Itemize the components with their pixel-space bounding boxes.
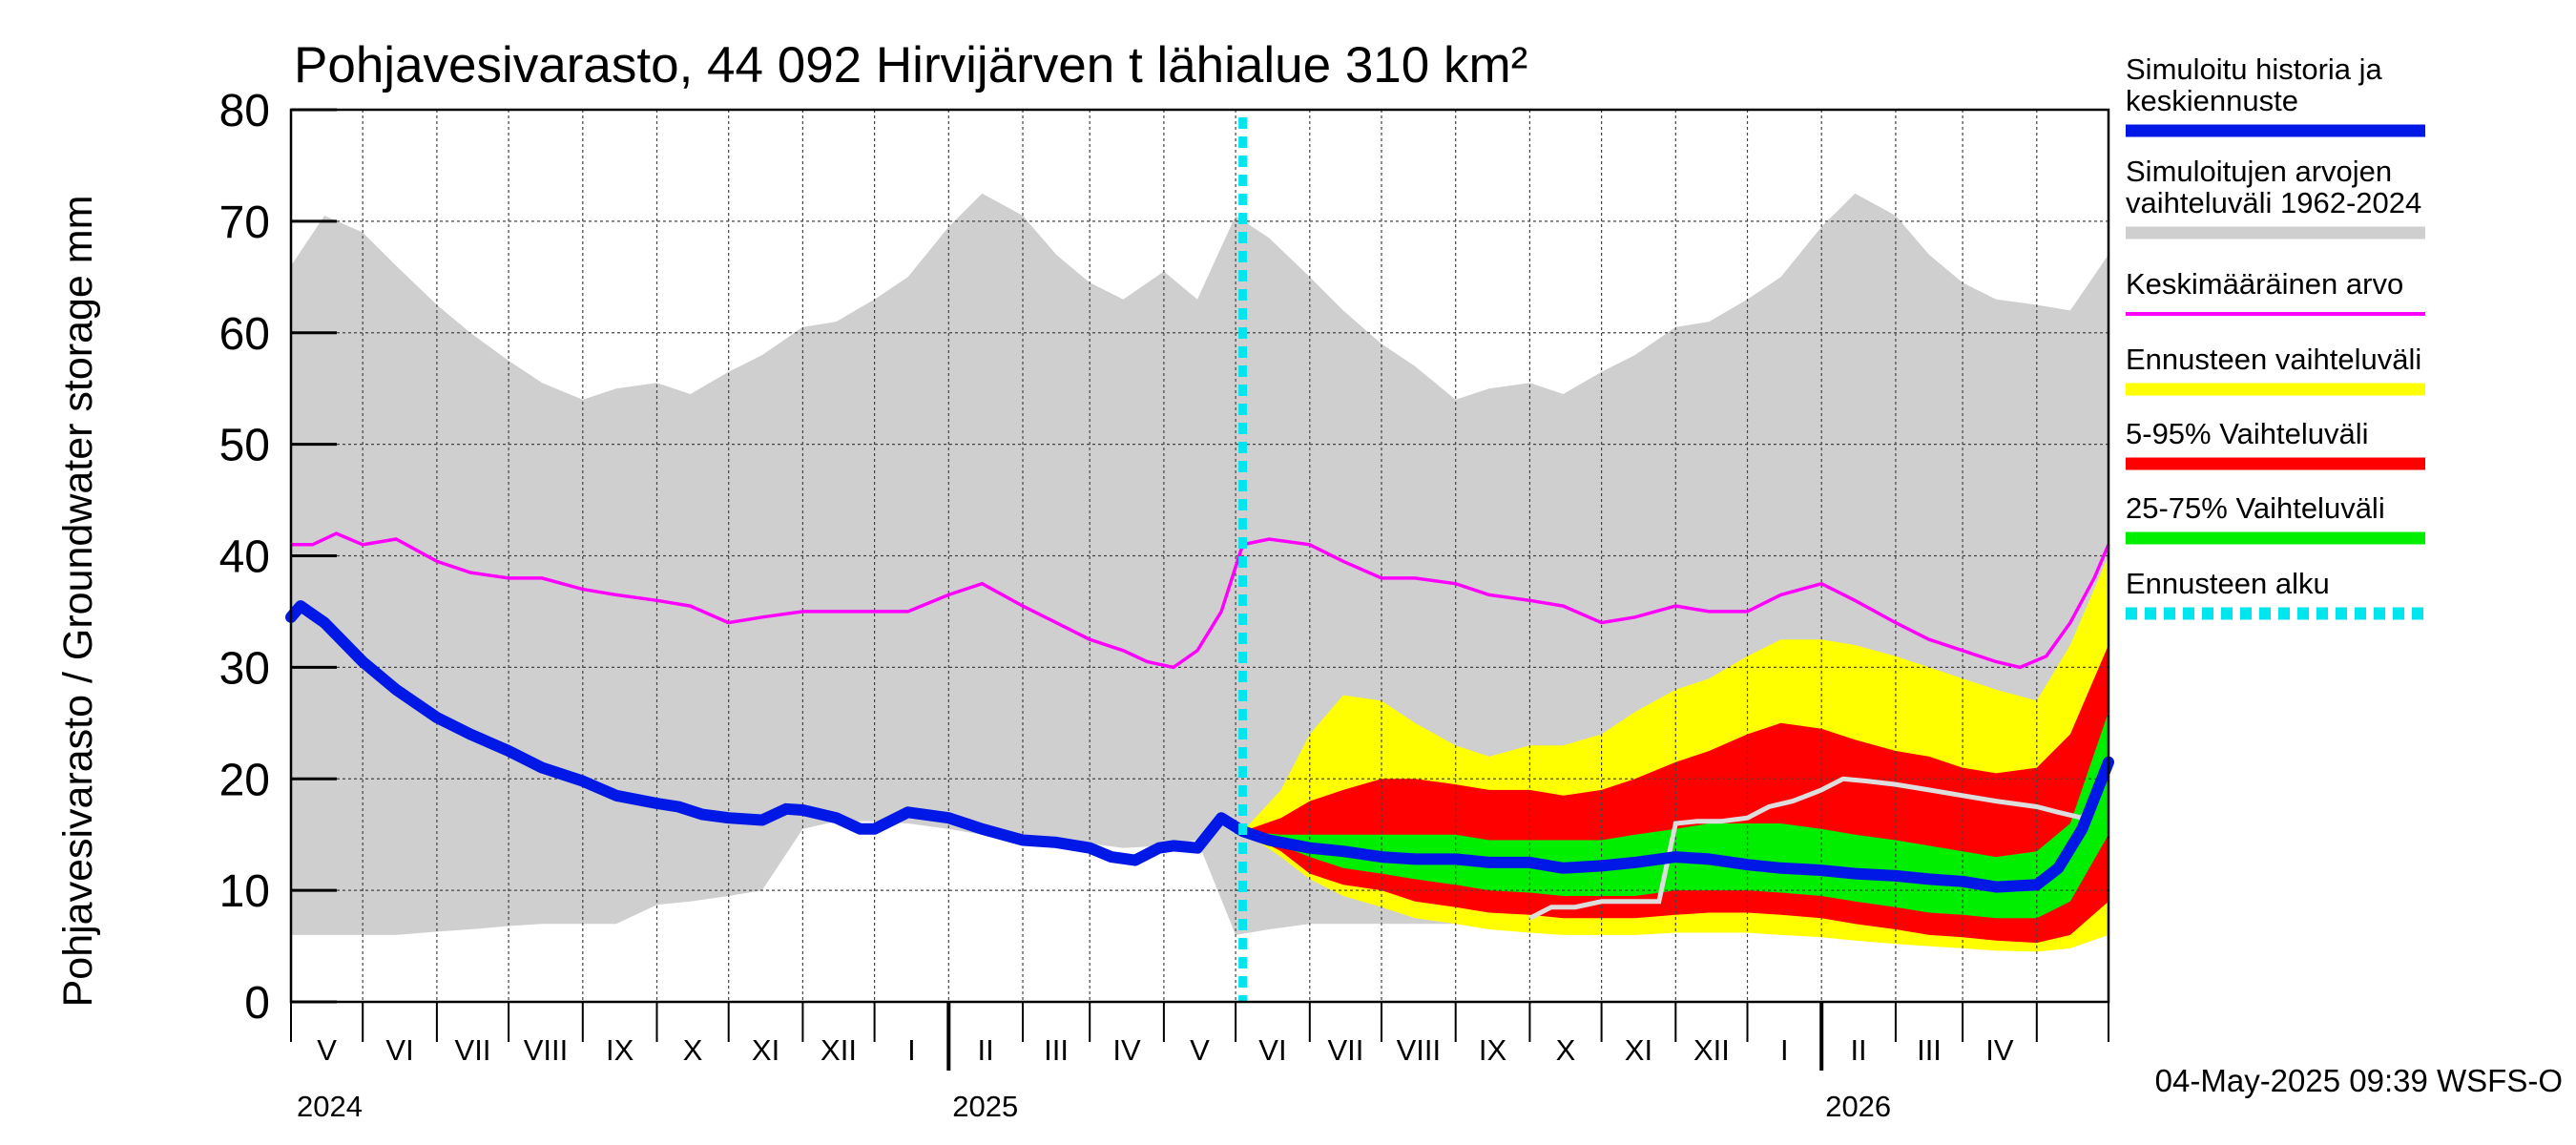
month-label-V: V xyxy=(1190,1033,1210,1067)
legend-label-0-0: Simuloitu historia ja xyxy=(2126,52,2383,86)
y-tick-30: 30 xyxy=(219,643,270,694)
y-tick-70: 70 xyxy=(219,198,270,248)
plot-area xyxy=(285,109,2114,1003)
month-label-VII: VII xyxy=(455,1033,491,1067)
month-label-IX: IX xyxy=(606,1033,634,1067)
year-label-2024: 2024 xyxy=(297,1090,363,1123)
month-label-VIII: VIII xyxy=(1397,1033,1442,1067)
month-label-XII: XII xyxy=(1693,1033,1730,1067)
month-label-XI: XI xyxy=(752,1033,779,1067)
y-tick-20: 20 xyxy=(219,755,270,805)
month-label-I: I xyxy=(1780,1033,1789,1067)
legend-label-3-0: Ennusteen vaihteluväli xyxy=(2126,343,2421,376)
y-tick-0: 0 xyxy=(244,978,270,1029)
month-label-X: X xyxy=(683,1033,703,1067)
y-tick-40: 40 xyxy=(219,532,270,583)
legend-label-0-1: keskiennuste xyxy=(2126,84,2298,117)
month-label-XI: XI xyxy=(1625,1033,1652,1067)
month-label-VIII: VIII xyxy=(524,1033,569,1067)
month-label-III: III xyxy=(1917,1033,1942,1067)
y-tick-50: 50 xyxy=(219,421,270,471)
y-axis-label: Pohjavesivarasto / Groundwater storage m… xyxy=(55,196,101,1008)
legend-label-6-0: Ennusteen alku xyxy=(2126,567,2330,600)
series-main xyxy=(285,600,2114,893)
month-label-I: I xyxy=(907,1033,916,1067)
month-label-II: II xyxy=(1850,1033,1866,1067)
timestamp: 04-May-2025 09:39 WSFS-O xyxy=(2155,1063,2563,1098)
legend-label-4-0: 5-95% Vaihteluväli xyxy=(2126,417,2368,450)
extra-line-0 xyxy=(1528,766,2111,921)
month-label-XII: XII xyxy=(821,1033,857,1067)
legend-label-5-0: 25-75% Vaihteluväli xyxy=(2126,491,2385,525)
month-label-III: III xyxy=(1044,1033,1069,1067)
month-label-VI: VI xyxy=(1258,1033,1286,1067)
y-tick-80: 80 xyxy=(219,86,270,136)
month-label-II: II xyxy=(978,1033,994,1067)
month-label-IV: IV xyxy=(1112,1033,1141,1067)
month-label-X: X xyxy=(1556,1033,1576,1067)
chart-title: Pohjavesivarasto, 44 092 Hirvijärven t l… xyxy=(294,37,1527,94)
month-label-V: V xyxy=(317,1033,337,1067)
month-label-IX: IX xyxy=(1479,1033,1507,1067)
year-label-2025: 2025 xyxy=(952,1090,1018,1123)
legend-label-2-0: Keskimääräinen arvo xyxy=(2126,267,2403,301)
legend-label-1-0: Simuloitujen arvojen xyxy=(2126,155,2392,188)
y-tick-10: 10 xyxy=(219,866,270,917)
series-mean xyxy=(291,531,2110,670)
year-label-2026: 2026 xyxy=(1825,1090,1891,1123)
month-label-VII: VII xyxy=(1327,1033,1363,1067)
month-label-VI: VI xyxy=(385,1033,413,1067)
y-tick-60: 60 xyxy=(219,309,270,360)
band-3 xyxy=(1242,712,2109,919)
month-label-IV: IV xyxy=(1985,1033,2014,1067)
legend-label-1-1: vaihteluväli 1962-2024 xyxy=(2126,186,2421,219)
